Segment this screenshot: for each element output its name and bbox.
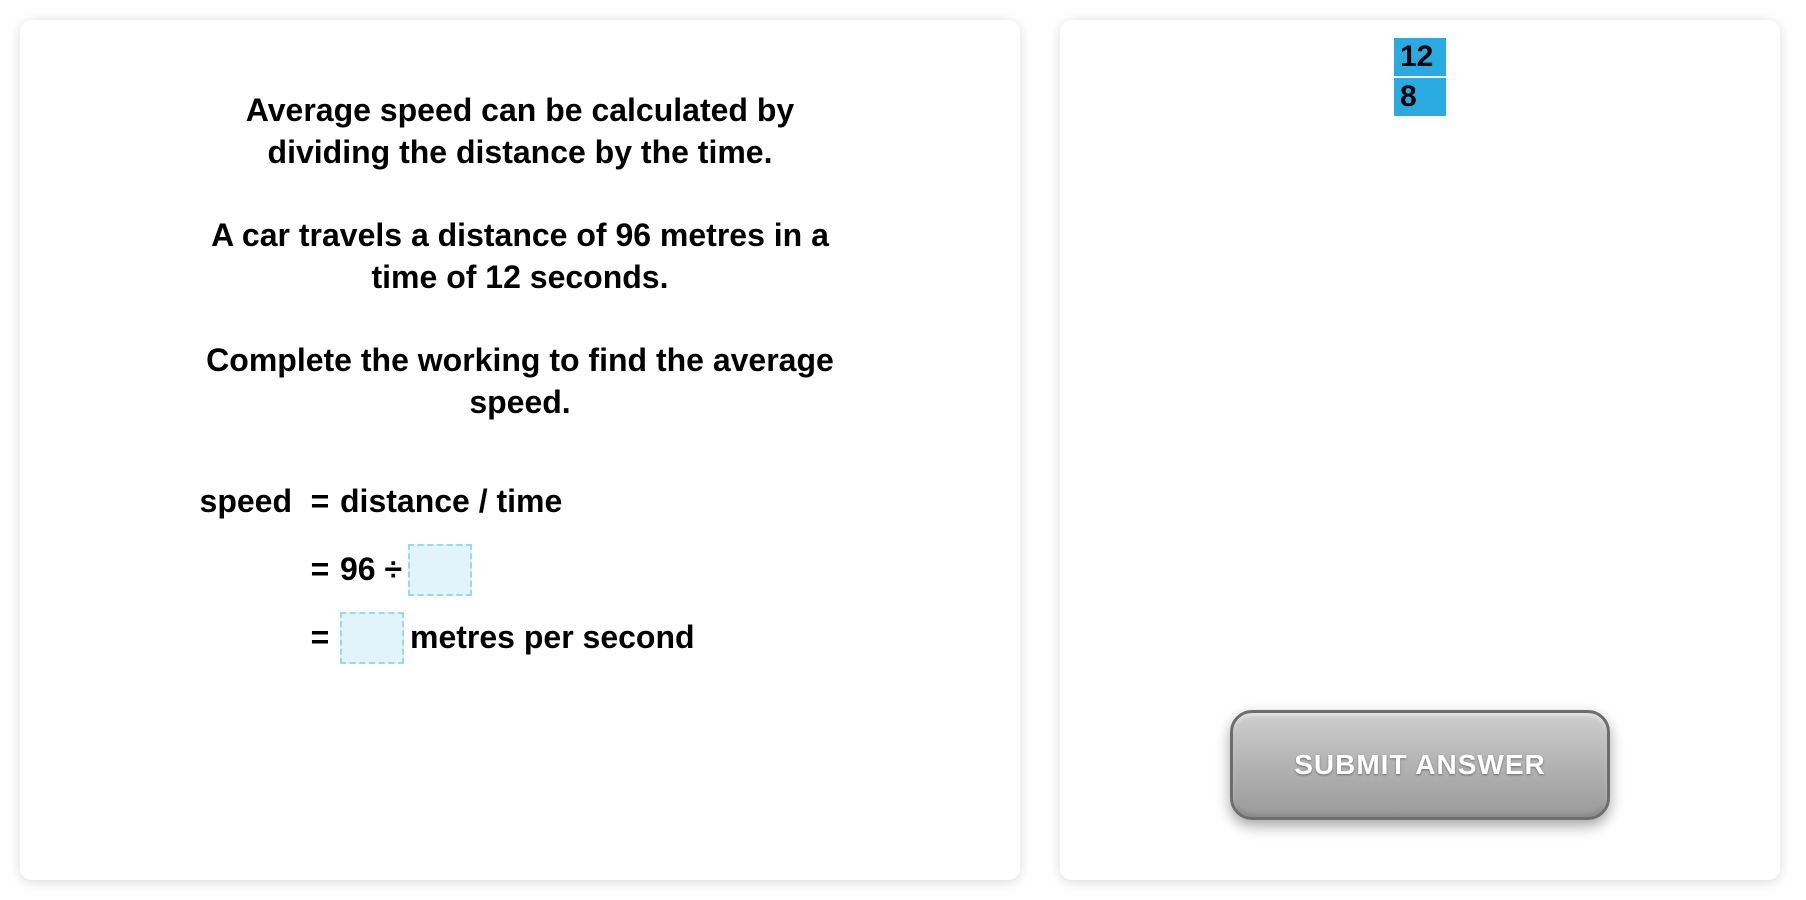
intro-line2: dividing the distance by the time. (268, 134, 773, 170)
question-panel: Average speed can be calculated by divid… (20, 20, 1020, 880)
working-row2-right: 96 ÷ (340, 544, 472, 596)
submit-answer-button[interactable]: SUBMIT ANSWER (1230, 710, 1610, 820)
answer-tile-8[interactable]: 8 (1394, 78, 1446, 116)
drop-slot-result[interactable] (340, 612, 404, 664)
working-row3-eq: = (300, 619, 340, 656)
working-row-1: speed = distance / time (100, 472, 940, 532)
scenario-line2: time of 12 seconds. (372, 259, 669, 295)
answer-panel: 12 8 SUBMIT ANSWER (1060, 20, 1780, 880)
intro-line1: Average speed can be calculated by (246, 92, 794, 128)
working-row1-eq: = (300, 483, 340, 520)
working-row2-num: 96 ÷ (340, 551, 402, 588)
question-instruction: Complete the working to find the average… (100, 340, 940, 423)
working-row2-eq: = (300, 551, 340, 588)
working-row3-right: metres per second (340, 612, 695, 664)
instruction-line2: speed. (469, 384, 570, 420)
working-row-2: = 96 ÷ (100, 540, 940, 600)
question-intro: Average speed can be calculated by divid… (100, 90, 940, 173)
drop-slot-divisor[interactable] (408, 544, 472, 596)
tile-stack: 12 8 (1394, 38, 1446, 116)
app-container: Average speed can be calculated by divid… (0, 0, 1806, 900)
working-row3-unit: metres per second (410, 619, 695, 656)
submit-label: SUBMIT ANSWER (1294, 749, 1546, 781)
working-row1-right: distance / time (340, 483, 562, 520)
working-row1-formula: distance / time (340, 483, 562, 520)
working-area: speed = distance / time = 96 ÷ = (100, 472, 940, 676)
working-row1-left: speed (100, 483, 300, 520)
working-row-3: = metres per second (100, 608, 940, 668)
answer-tile-12[interactable]: 12 (1394, 38, 1446, 76)
question-scenario: A car travels a distance of 96 metres in… (100, 215, 940, 298)
instruction-line1: Complete the working to find the average (206, 342, 834, 378)
scenario-line1: A car travels a distance of 96 metres in… (211, 217, 829, 253)
